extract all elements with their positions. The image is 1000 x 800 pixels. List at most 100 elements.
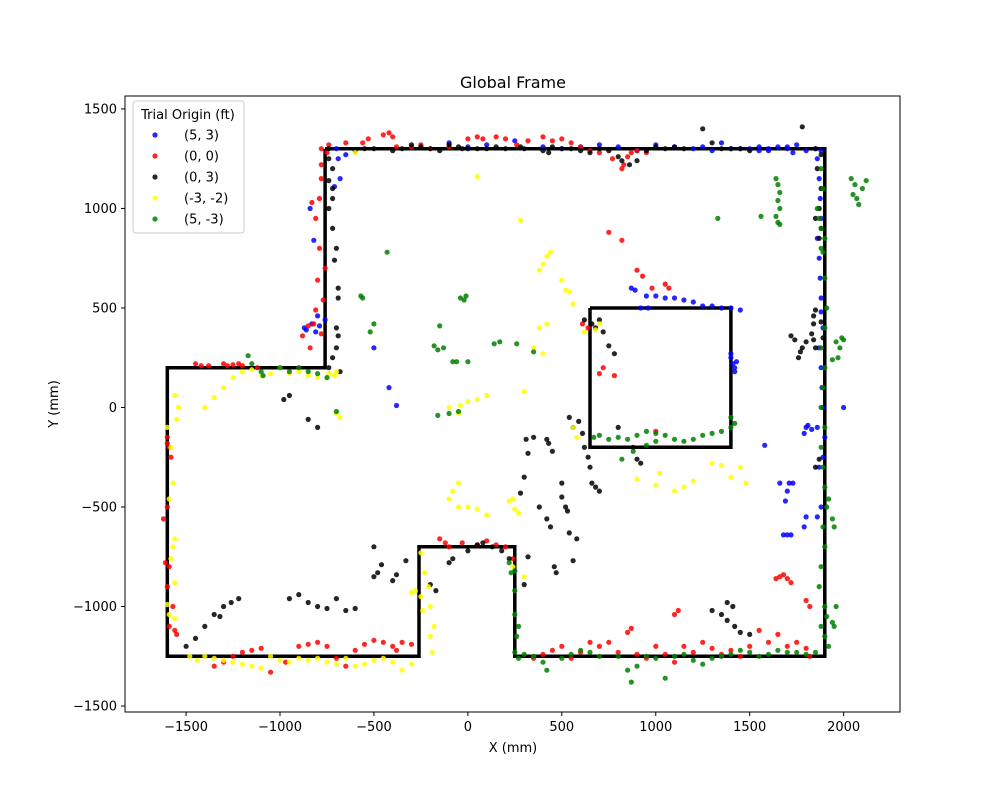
data-point — [446, 496, 452, 502]
data-point — [484, 146, 490, 152]
data-point — [497, 339, 503, 345]
data-point — [709, 655, 715, 661]
data-point — [313, 307, 319, 313]
data-point — [816, 464, 822, 470]
data-point — [662, 675, 668, 681]
data-point — [803, 651, 809, 657]
data-point — [628, 150, 634, 156]
data-point — [202, 653, 208, 659]
data-point — [820, 385, 826, 391]
data-point — [168, 454, 174, 460]
data-point — [516, 655, 522, 661]
data-point — [296, 365, 302, 371]
data-point — [408, 661, 415, 667]
data-point — [202, 404, 208, 411]
data-point — [765, 639, 772, 645]
data-point — [544, 516, 550, 522]
data-point — [638, 305, 644, 311]
data-point — [211, 663, 217, 669]
data-point — [818, 404, 824, 411]
data-point — [258, 665, 264, 671]
data-point — [833, 339, 839, 345]
series-2 — [183, 124, 826, 649]
data-point — [730, 603, 736, 610]
data-point — [559, 136, 565, 142]
data-point — [596, 150, 603, 156]
x-axis-label: X (mm) — [489, 741, 538, 756]
data-point — [784, 488, 790, 494]
data-point — [700, 432, 706, 438]
data-point — [510, 556, 516, 562]
data-point — [570, 301, 576, 307]
data-point — [305, 641, 311, 647]
data-point — [824, 305, 830, 311]
data-point — [587, 150, 593, 156]
data-point — [812, 464, 819, 470]
data-point — [792, 337, 798, 343]
data-point — [563, 504, 569, 510]
legend-marker — [152, 132, 158, 138]
data-point — [671, 653, 678, 659]
data-point — [386, 385, 392, 391]
data-point — [525, 138, 531, 144]
data-point — [615, 649, 621, 655]
data-point — [765, 651, 772, 657]
data-point — [371, 574, 377, 580]
data-point — [358, 293, 364, 299]
data-point — [817, 275, 823, 281]
data-point — [418, 144, 424, 150]
legend-marker — [152, 216, 158, 222]
data-point — [540, 351, 546, 357]
x-tick-label: −1000 — [258, 720, 302, 735]
data-point — [305, 323, 311, 329]
data-point — [307, 345, 313, 351]
data-point — [822, 603, 828, 610]
data-point — [446, 142, 452, 148]
data-point — [718, 305, 725, 311]
data-point — [593, 484, 599, 490]
data-point — [230, 375, 236, 381]
data-point — [606, 148, 612, 154]
data-point — [277, 657, 283, 663]
data-point — [784, 532, 790, 538]
data-point — [211, 394, 217, 401]
data-point — [192, 361, 199, 367]
data-point — [326, 365, 332, 371]
data-point — [431, 623, 437, 630]
series-4 — [245, 166, 869, 685]
data-point — [517, 490, 524, 496]
data-point — [422, 570, 428, 576]
data-point — [700, 303, 706, 309]
data-point — [638, 460, 644, 466]
data-point — [818, 564, 824, 570]
data-point — [632, 287, 638, 293]
data-point — [581, 444, 588, 450]
data-point — [818, 623, 824, 630]
data-point — [318, 146, 324, 152]
legend-frame — [132, 100, 245, 234]
data-point — [777, 480, 783, 486]
data-point — [788, 333, 794, 339]
data-point — [465, 359, 471, 365]
data-point — [775, 631, 781, 638]
x-tick-label: −500 — [356, 720, 392, 735]
data-point — [747, 643, 753, 649]
data-point — [544, 321, 550, 327]
data-point — [803, 148, 809, 154]
data-point — [455, 408, 462, 415]
data-point — [399, 639, 405, 645]
data-point — [553, 570, 559, 576]
data-point — [816, 176, 822, 182]
data-point — [512, 588, 518, 594]
data-point — [578, 148, 584, 154]
data-point — [546, 150, 552, 156]
data-point — [803, 597, 809, 604]
data-point — [820, 464, 826, 470]
data-point — [281, 396, 287, 403]
data-point — [803, 514, 809, 520]
data-point — [643, 428, 650, 434]
data-point — [587, 464, 593, 470]
data-point — [829, 516, 836, 522]
data-point — [773, 213, 779, 219]
data-point — [459, 146, 465, 152]
